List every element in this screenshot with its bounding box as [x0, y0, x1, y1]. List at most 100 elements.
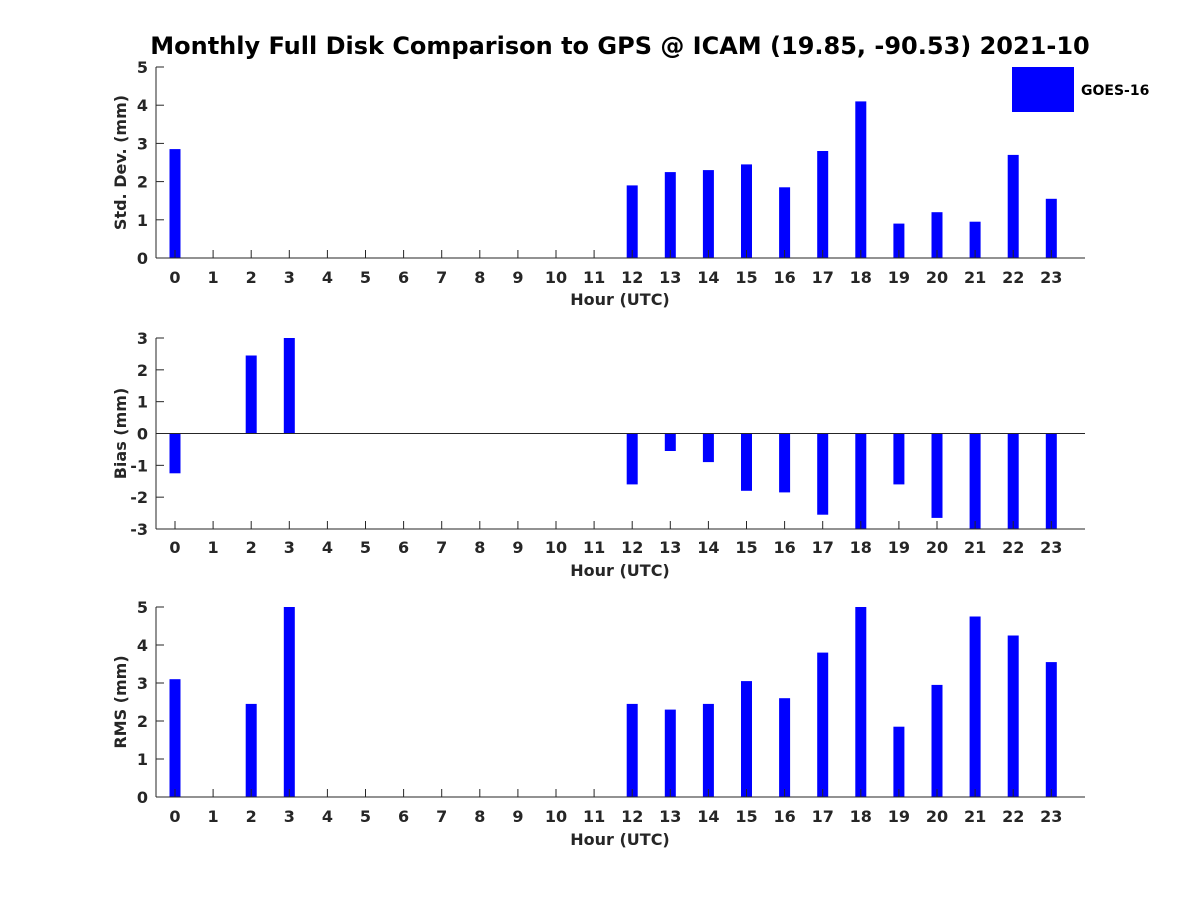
bar	[1045, 662, 1057, 797]
y-tick-label: 0	[137, 249, 148, 268]
bar	[664, 433, 676, 451]
x-tick-label: 11	[583, 268, 605, 287]
x-tick-label: 16	[773, 807, 795, 826]
bar	[702, 170, 714, 258]
bar	[893, 726, 905, 797]
y-tick-label: 4	[137, 636, 148, 655]
x-tick-label: 5	[360, 807, 371, 826]
x-tick-label: 0	[169, 538, 180, 557]
x-tick-label: 8	[474, 268, 485, 287]
bar	[1045, 433, 1057, 529]
x-tick-label: 12	[621, 268, 643, 287]
y-tick-label: -1	[130, 456, 148, 475]
x-axis-label: Hour (UTC)	[570, 561, 670, 580]
x-tick-label: 13	[659, 538, 681, 557]
bar	[741, 433, 752, 491]
bar	[817, 652, 829, 797]
x-tick-label: 8	[474, 538, 485, 557]
y-tick-label: 1	[137, 211, 148, 230]
x-tick-label: 22	[1002, 538, 1024, 557]
x-tick-label: 19	[888, 807, 910, 826]
bar	[1045, 198, 1057, 258]
bar	[169, 149, 181, 258]
bar	[931, 212, 943, 258]
y-tick-label: 3	[137, 329, 148, 348]
y-tick-label: 0	[137, 425, 148, 444]
bar	[702, 433, 714, 463]
x-tick-label: 12	[621, 807, 643, 826]
x-tick-label: 1	[208, 268, 219, 287]
y-tick-label: 5	[137, 58, 148, 77]
bar	[741, 164, 752, 258]
x-tick-label: 18	[850, 268, 872, 287]
x-tick-label: 23	[1040, 807, 1062, 826]
bar	[969, 616, 981, 797]
bar	[245, 355, 257, 434]
x-tick-label: 20	[926, 538, 948, 557]
x-tick-label: 15	[735, 268, 757, 287]
bar	[855, 433, 867, 529]
x-tick-label: 19	[888, 268, 910, 287]
bar	[245, 703, 257, 797]
y-tick-label: 3	[137, 674, 148, 693]
bar	[817, 151, 829, 258]
x-tick-label: 7	[436, 538, 447, 557]
chart-title: Monthly Full Disk Comparison to GPS @ IC…	[150, 32, 1090, 60]
bar	[741, 681, 752, 797]
x-tick-label: 11	[583, 807, 605, 826]
y-axis-label: RMS (mm)	[111, 655, 130, 748]
x-tick-label: 1	[208, 538, 219, 557]
bar	[169, 433, 181, 474]
bar	[779, 187, 791, 258]
legend-label: GOES-16	[1081, 83, 1149, 99]
y-tick-label: 2	[137, 712, 148, 731]
y-axis-label: Bias (mm)	[111, 388, 130, 480]
x-tick-label: 7	[436, 268, 447, 287]
x-tick-label: 21	[964, 538, 986, 557]
x-tick-label: 17	[812, 807, 834, 826]
x-tick-label: 2	[246, 807, 257, 826]
y-tick-label: 3	[137, 134, 148, 153]
x-tick-label: 4	[322, 538, 333, 557]
y-tick-label: 0	[137, 788, 148, 807]
x-tick-label: 2	[246, 538, 257, 557]
x-tick-label: 0	[169, 807, 180, 826]
y-tick-label: 4	[137, 96, 148, 115]
y-tick-label: 2	[137, 173, 148, 192]
x-tick-label: 16	[773, 268, 795, 287]
bar	[969, 433, 981, 529]
x-tick-label: 17	[812, 538, 834, 557]
bar	[1007, 635, 1019, 797]
x-tick-label: 9	[512, 538, 523, 557]
x-tick-label: 1	[208, 807, 219, 826]
x-tick-label: 2	[246, 268, 257, 287]
legend: GOES-16	[1012, 67, 1149, 112]
bar	[626, 433, 638, 485]
bar	[283, 607, 295, 797]
bar	[969, 221, 981, 258]
x-tick-label: 10	[545, 538, 567, 557]
bar	[283, 338, 295, 434]
x-tick-label: 8	[474, 807, 485, 826]
bar	[626, 703, 638, 797]
x-tick-label: 9	[512, 807, 523, 826]
x-tick-label: 20	[926, 268, 948, 287]
bar	[1007, 154, 1019, 258]
x-tick-label: 15	[735, 538, 757, 557]
x-tick-label: 16	[773, 538, 795, 557]
bar	[817, 433, 829, 515]
x-tick-label: 14	[697, 268, 719, 287]
x-tick-label: 3	[284, 538, 295, 557]
bar	[626, 185, 638, 258]
x-tick-label: 18	[850, 538, 872, 557]
bar	[779, 433, 791, 493]
x-tick-label: 5	[360, 538, 371, 557]
x-tick-label: 14	[697, 538, 719, 557]
y-axis-label: Std. Dev. (mm)	[111, 95, 130, 230]
x-tick-label: 14	[697, 807, 719, 826]
x-tick-label: 10	[545, 807, 567, 826]
bar	[855, 101, 867, 259]
x-tick-label: 22	[1002, 268, 1024, 287]
x-tick-label: 7	[436, 807, 447, 826]
